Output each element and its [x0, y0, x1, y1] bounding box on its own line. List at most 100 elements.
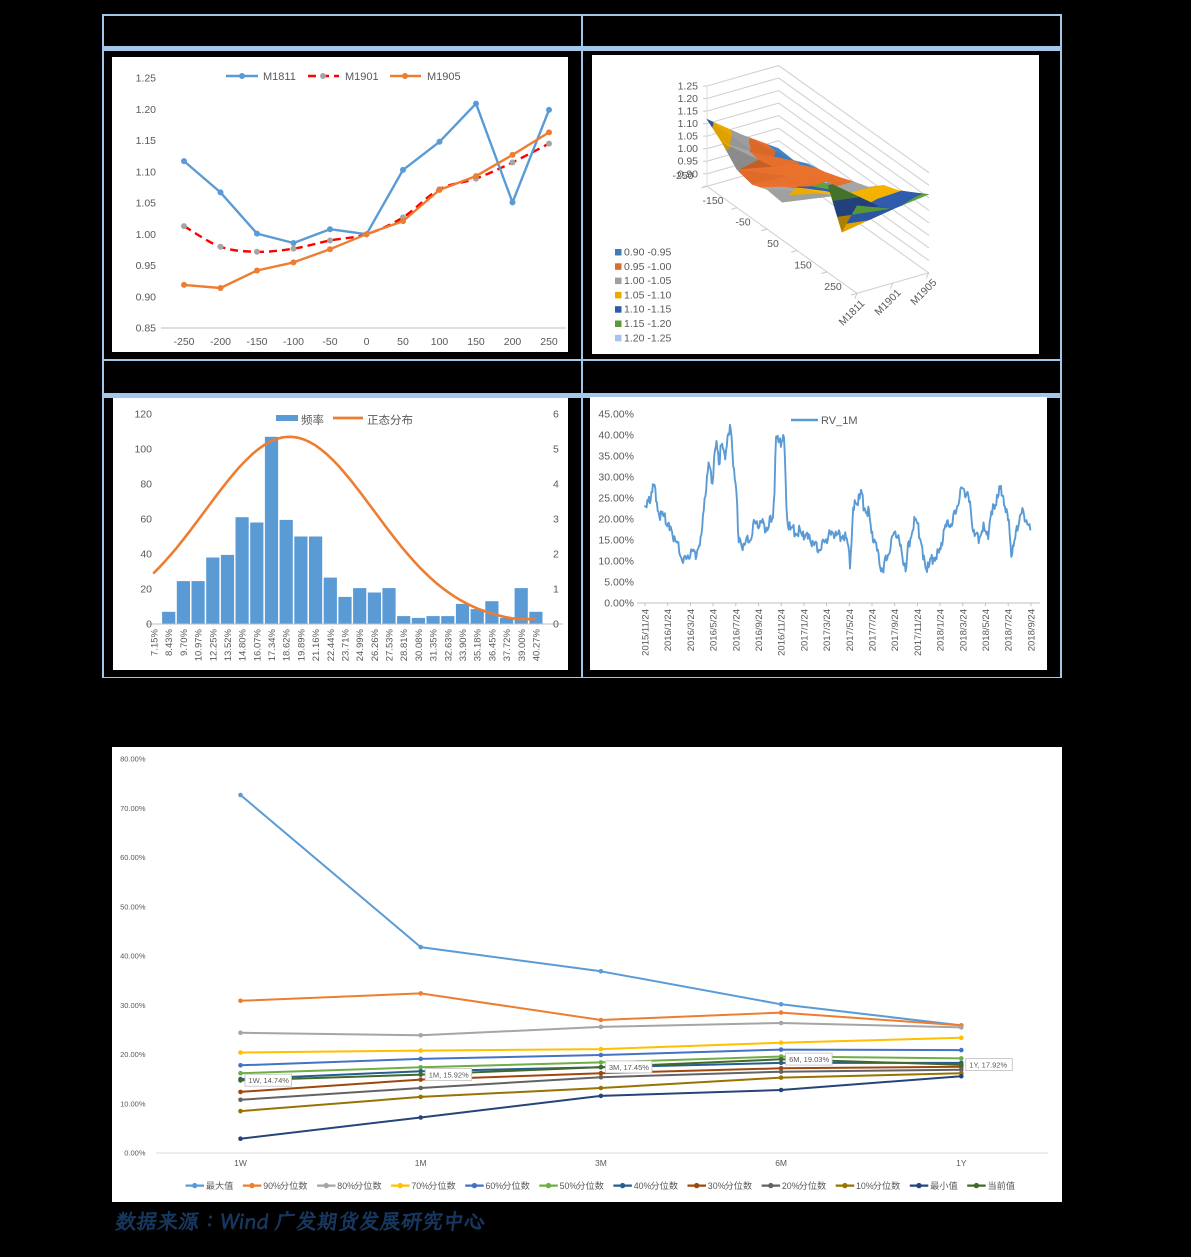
- svg-text:2018/9/24: 2018/9/24: [1026, 609, 1037, 651]
- svg-text:0.95 -1.00: 0.95 -1.00: [624, 261, 671, 273]
- svg-text:17.34%: 17.34%: [267, 628, 278, 661]
- svg-text:19.89%: 19.89%: [296, 628, 307, 661]
- svg-text:30%: 30%: [708, 1181, 726, 1191]
- svg-text:100: 100: [431, 336, 449, 348]
- svg-text:2016/9/24: 2016/9/24: [754, 609, 765, 651]
- svg-text:-250: -250: [672, 170, 693, 182]
- svg-text:2015/11/24: 2015/11/24: [641, 609, 652, 656]
- svg-text:14.80%: 14.80%: [238, 628, 249, 661]
- svg-text:2018/5/24: 2018/5/24: [981, 609, 992, 651]
- svg-text:1.20: 1.20: [136, 104, 157, 116]
- svg-text:30.00%: 30.00%: [598, 472, 634, 484]
- svg-text:1: 1: [553, 584, 559, 596]
- svg-text:7.15%: 7.15%: [150, 628, 161, 655]
- svg-text:13.52%: 13.52%: [223, 628, 234, 661]
- svg-text:0.95: 0.95: [678, 156, 699, 168]
- svg-text:2017/1/24: 2017/1/24: [799, 609, 810, 651]
- svg-text:70.00%: 70.00%: [120, 804, 146, 813]
- svg-text:2018/7/24: 2018/7/24: [1004, 609, 1015, 651]
- svg-text:1.25: 1.25: [678, 80, 699, 92]
- svg-text:10.00%: 10.00%: [598, 556, 634, 568]
- svg-text:21.16%: 21.16%: [311, 628, 322, 661]
- svg-text:90%: 90%: [263, 1181, 281, 1191]
- svg-text:1.05 -1.10: 1.05 -1.10: [624, 289, 671, 301]
- svg-text:1.05: 1.05: [136, 198, 157, 210]
- svg-text:60%: 60%: [486, 1181, 504, 1191]
- svg-text:-150: -150: [246, 336, 267, 348]
- svg-text:1.00: 1.00: [678, 143, 699, 155]
- svg-text:0: 0: [553, 619, 559, 631]
- svg-text:0.85: 0.85: [136, 323, 157, 335]
- svg-text:26.26%: 26.26%: [370, 628, 381, 661]
- svg-text:2016/5/24: 2016/5/24: [709, 609, 720, 651]
- svg-text:6M, 19.03%: 6M, 19.03%: [789, 1055, 829, 1064]
- svg-text:50%: 50%: [560, 1181, 578, 1191]
- svg-text:-50: -50: [322, 336, 337, 348]
- svg-text:RV_1M: RV_1M: [821, 415, 857, 427]
- svg-text:20.00%: 20.00%: [120, 1050, 146, 1059]
- svg-text:0: 0: [364, 336, 370, 348]
- svg-text:80: 80: [140, 479, 152, 491]
- svg-text:2017/3/24: 2017/3/24: [822, 609, 833, 651]
- svg-text:4: 4: [553, 479, 559, 491]
- svg-text:1M, 15.92%: 1M, 15.92%: [429, 1070, 469, 1079]
- svg-text:40.00%: 40.00%: [120, 952, 146, 961]
- svg-text:39.00%: 39.00%: [517, 628, 528, 661]
- svg-text:0.90 -0.95: 0.90 -0.95: [624, 247, 671, 259]
- svg-text:10%: 10%: [856, 1181, 874, 1191]
- svg-text:1.00 -1.05: 1.00 -1.05: [624, 275, 671, 287]
- svg-text:120: 120: [134, 409, 152, 421]
- svg-text:1M: 1M: [415, 1158, 427, 1168]
- svg-text:1.25: 1.25: [136, 73, 157, 85]
- svg-text:M1905: M1905: [427, 71, 461, 83]
- svg-text:1.10: 1.10: [678, 118, 699, 130]
- svg-text:250: 250: [540, 336, 558, 348]
- svg-text:25.00%: 25.00%: [598, 493, 634, 505]
- svg-text:40: 40: [140, 549, 152, 561]
- svg-text:30.08%: 30.08%: [414, 628, 425, 661]
- svg-text:60.00%: 60.00%: [120, 853, 146, 862]
- svg-text:2016/11/24: 2016/11/24: [777, 609, 788, 656]
- svg-text:0: 0: [146, 619, 152, 631]
- svg-text:3: 3: [553, 514, 559, 526]
- svg-text:50: 50: [767, 238, 779, 250]
- svg-text:35.00%: 35.00%: [598, 451, 634, 463]
- svg-text:36.45%: 36.45%: [487, 628, 498, 661]
- svg-text:M1811: M1811: [263, 71, 296, 83]
- svg-text:22.44%: 22.44%: [326, 628, 337, 661]
- svg-text:1.15: 1.15: [136, 135, 157, 147]
- svg-text:40.27%: 40.27%: [531, 628, 542, 661]
- svg-text:32.63%: 32.63%: [443, 628, 454, 661]
- svg-text:-200: -200: [210, 336, 231, 348]
- svg-text:2016/1/24: 2016/1/24: [663, 609, 674, 651]
- svg-text:80%: 80%: [337, 1181, 355, 1191]
- svg-text:0.90: 0.90: [678, 168, 699, 180]
- svg-text:1Y: 1Y: [956, 1158, 967, 1168]
- svg-text:2016/7/24: 2016/7/24: [731, 609, 742, 651]
- svg-text:9.70%: 9.70%: [179, 628, 190, 655]
- svg-text:10.97%: 10.97%: [194, 628, 205, 661]
- svg-text:100: 100: [134, 444, 152, 456]
- svg-text:2017/11/24: 2017/11/24: [913, 609, 924, 656]
- svg-text:8.43%: 8.43%: [164, 628, 175, 655]
- svg-text:-50: -50: [735, 217, 750, 229]
- svg-text:1.20: 1.20: [678, 93, 699, 105]
- svg-text:6: 6: [553, 409, 559, 421]
- svg-text:31.35%: 31.35%: [429, 628, 440, 661]
- svg-text:6M: 6M: [775, 1158, 787, 1168]
- svg-text:1.10 -1.15: 1.10 -1.15: [624, 304, 671, 316]
- svg-text:150: 150: [467, 336, 485, 348]
- svg-text:1Y, 17.92%: 1Y, 17.92%: [969, 1061, 1007, 1070]
- svg-text:60: 60: [140, 514, 152, 526]
- svg-text:2017/5/24: 2017/5/24: [845, 609, 856, 651]
- svg-text:2017/9/24: 2017/9/24: [890, 609, 901, 651]
- svg-text:18.62%: 18.62%: [282, 628, 293, 661]
- svg-text:40.00%: 40.00%: [598, 430, 634, 442]
- svg-text:20.00%: 20.00%: [598, 514, 634, 526]
- svg-text:20%: 20%: [782, 1181, 800, 1191]
- svg-text:2016/3/24: 2016/3/24: [686, 609, 697, 651]
- svg-text:2017/7/24: 2017/7/24: [868, 609, 879, 651]
- svg-text:3M, 17.45%: 3M, 17.45%: [609, 1063, 649, 1072]
- svg-text:0.00%: 0.00%: [124, 1149, 146, 1158]
- svg-text:1W, 14.74%: 1W, 14.74%: [249, 1076, 290, 1085]
